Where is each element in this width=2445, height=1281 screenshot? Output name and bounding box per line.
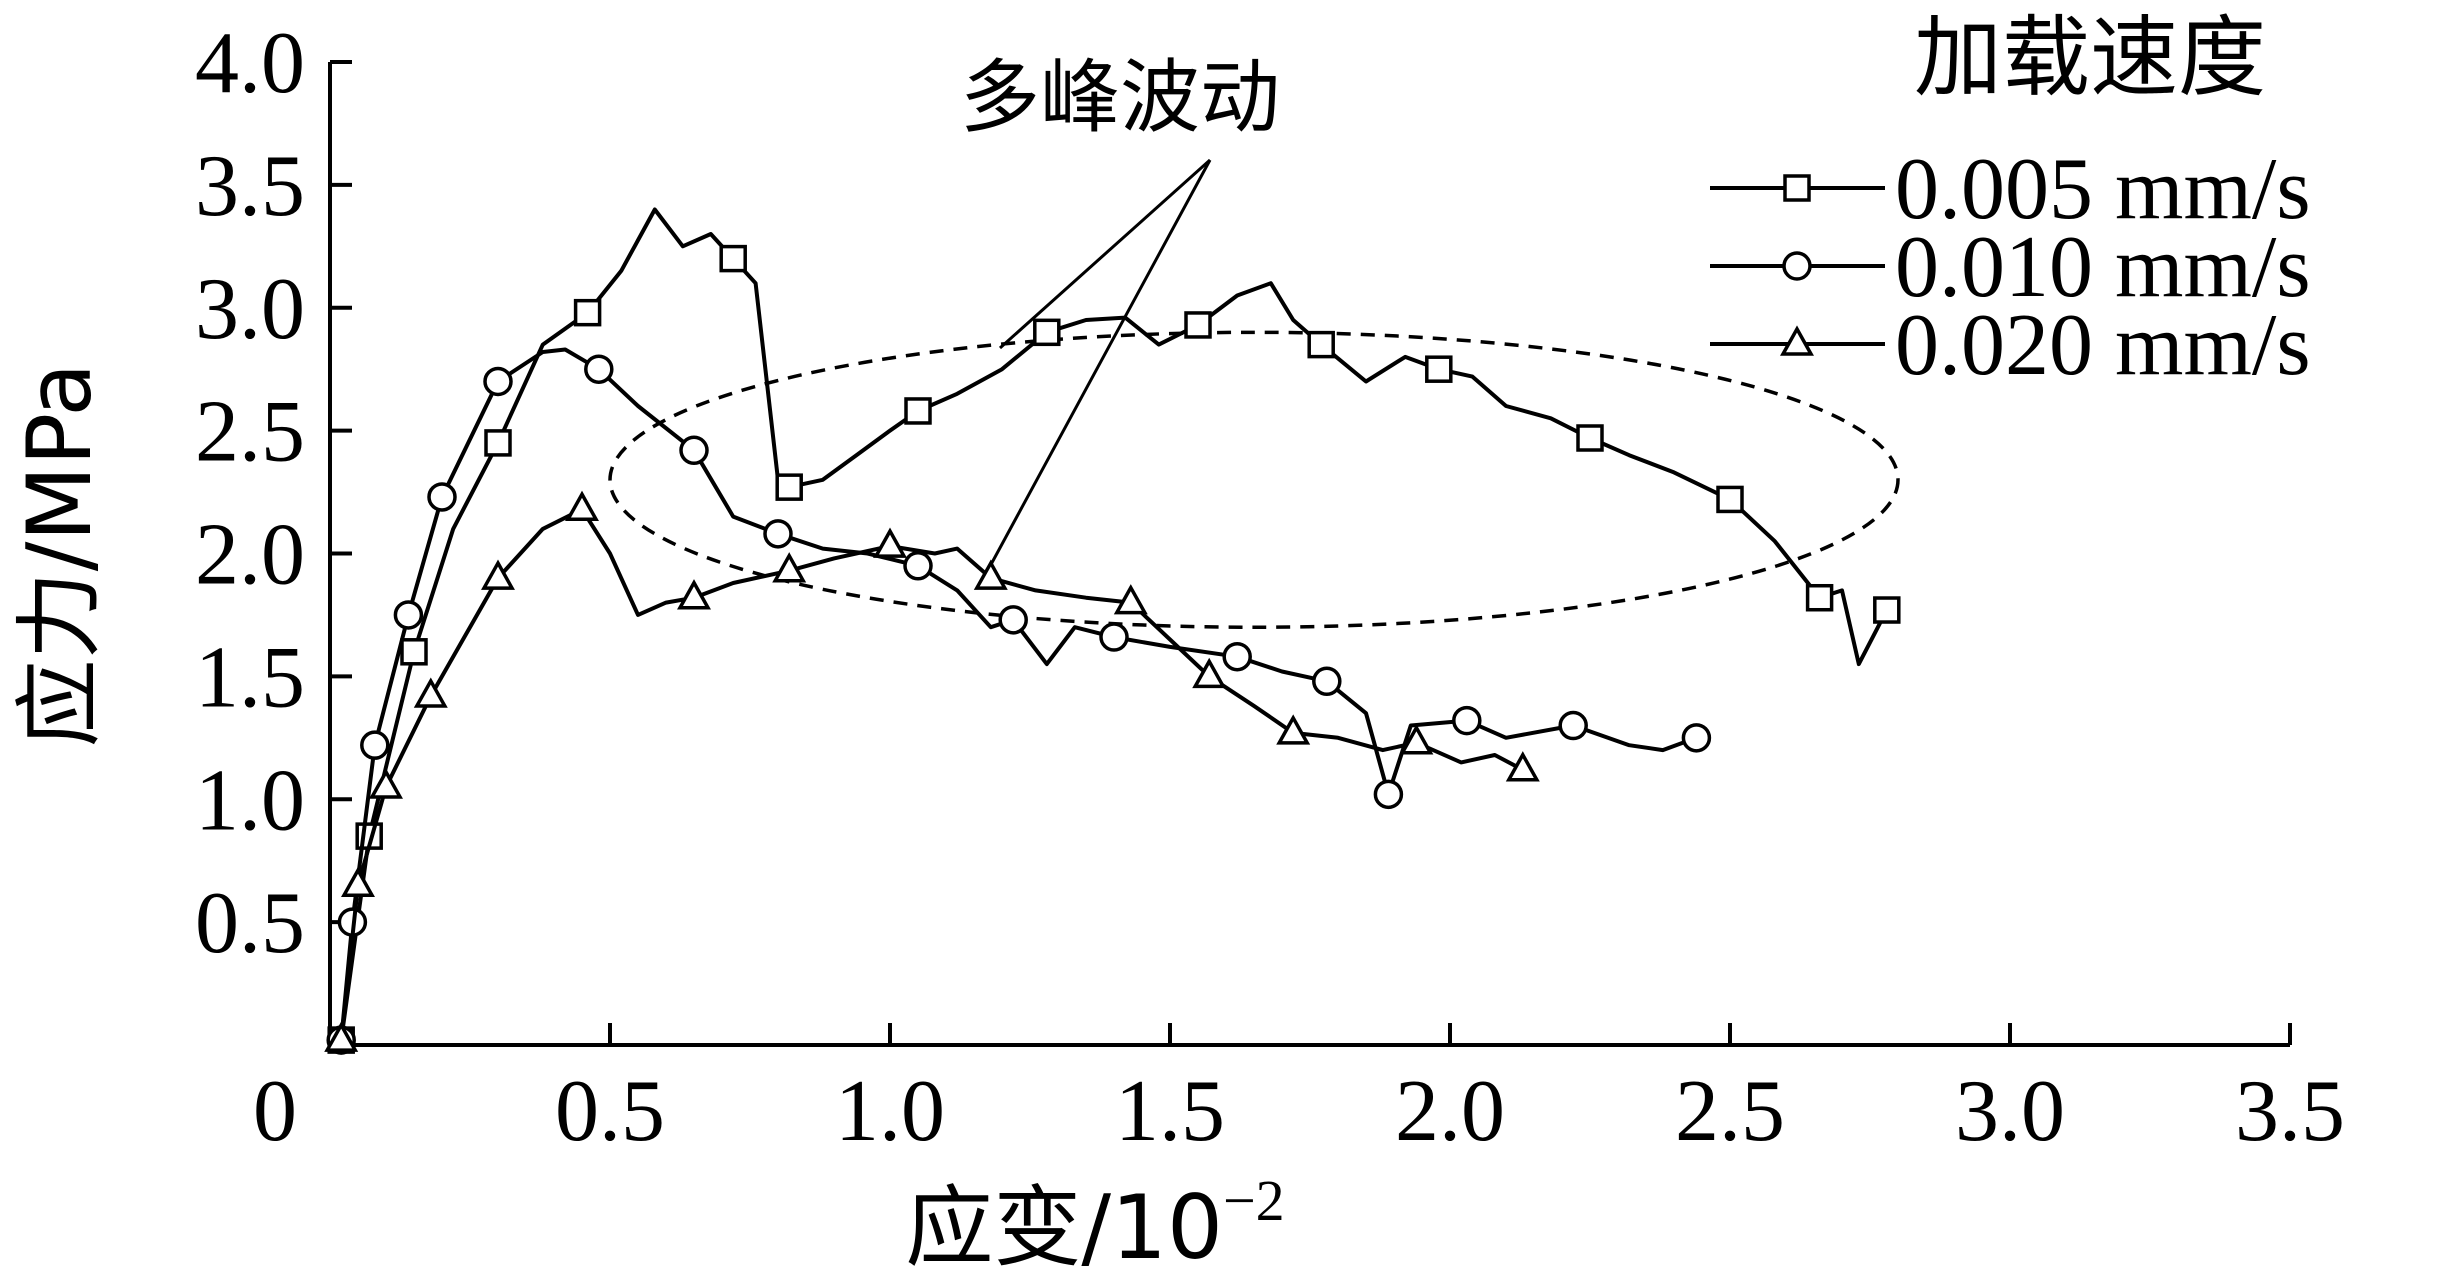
data-point-square <box>1873 596 1901 624</box>
legend-title: 加载速度 <box>1914 6 2266 109</box>
data-point-triangle <box>369 768 403 799</box>
annotation-leader-2 <box>986 159 1212 571</box>
annotation-label: 多峰波动 <box>960 51 1280 144</box>
series-line <box>339 207 1889 1041</box>
data-point-triangle <box>341 866 375 898</box>
x-axis-title: 应变/10−2 <box>905 1168 1284 1279</box>
data-point-square <box>1033 318 1061 347</box>
x-tick-label: 0 <box>253 1063 297 1160</box>
legend-marker-circle <box>1782 251 1812 281</box>
data-point-square <box>1576 424 1604 452</box>
series-line <box>339 507 1524 1041</box>
x-tick-label: 2.5 <box>1675 1063 1785 1160</box>
data-point-square <box>1307 330 1335 359</box>
data-point-circle <box>1099 622 1129 652</box>
x-axis-title-exponent: −2 <box>1223 1168 1285 1233</box>
legend-label: 0.010 mm/s <box>1895 219 2311 316</box>
data-point-circle <box>1373 779 1404 810</box>
data-point-circle <box>1452 705 1482 736</box>
x-tick-label: 3.5 <box>2235 1063 2345 1160</box>
data-point-square <box>1805 583 1834 612</box>
y-tick-label: 1.5 <box>195 629 305 726</box>
legend-item: 0.005 mm/s <box>1710 141 2311 238</box>
y-tick-label: 1.0 <box>195 752 305 849</box>
fluctuation-ellipse <box>608 330 1900 629</box>
y-tick-label: 3.0 <box>195 261 305 358</box>
x-tick-label: 3.0 <box>1955 1063 2065 1160</box>
y-tick-label: 2.5 <box>195 384 305 481</box>
data-point-square <box>719 244 747 273</box>
data-point-square <box>1425 355 1453 383</box>
data-point-triangle <box>565 490 599 522</box>
legend: 加载速度 0.005 mm/s0.010 mm/s0.020 mm/s <box>1710 6 2311 394</box>
data-point-square <box>904 397 932 425</box>
data-point-circle <box>1222 641 1252 672</box>
y-tick-label: 2.0 <box>195 507 305 604</box>
data-point-triangle <box>1505 751 1540 782</box>
data-point-square <box>1184 311 1212 339</box>
y-axis-title: 应力/MPa <box>8 363 111 748</box>
data-point-triangle <box>1113 584 1148 615</box>
x-tick-labels: 0 0.5 1.0 1.5 2.0 2.5 3.0 3.5 <box>253 1063 2345 1160</box>
series-layer <box>324 207 1901 1055</box>
data-point-square <box>484 429 512 457</box>
legend-marker-square <box>1783 174 1811 202</box>
data-point-circle <box>998 605 1028 635</box>
data-point-triangle <box>772 552 807 583</box>
data-point-triangle <box>1276 714 1311 745</box>
data-point-circle <box>1312 666 1342 697</box>
legend-label: 0.005 mm/s <box>1895 141 2311 238</box>
data-point-circle <box>360 730 390 760</box>
data-point-circle <box>483 366 513 397</box>
data-point-circle <box>584 354 614 384</box>
data-point-triangle <box>1399 724 1434 755</box>
data-point-triangle <box>677 579 711 610</box>
y-tick-labels: 0.5 1.0 1.5 2.0 2.5 3.0 3.5 4.0 <box>195 15 305 972</box>
data-point-circle <box>679 435 709 466</box>
y-ticks <box>330 60 352 925</box>
data-point-circle <box>393 600 424 630</box>
legend-label: 0.020 mm/s <box>1895 297 2311 394</box>
x-tick-label: 0.5 <box>555 1063 665 1160</box>
data-point-square <box>1716 485 1744 514</box>
series-line <box>339 347 1698 1041</box>
data-point-triangle <box>324 1021 359 1052</box>
series-triangle <box>324 490 1540 1052</box>
legend-item: 0.020 mm/s <box>1710 297 2311 394</box>
series-circle <box>326 347 1712 1055</box>
data-point-triangle <box>1192 657 1227 689</box>
data-point-circle <box>427 482 457 512</box>
x-tick-label: 1.0 <box>835 1063 945 1160</box>
data-point-triangle <box>973 559 1008 590</box>
y-tick-label: 3.5 <box>195 138 305 235</box>
y-tick-label: 4.0 <box>195 15 305 112</box>
data-point-triangle <box>413 677 448 708</box>
data-point-triangle <box>873 527 907 558</box>
x-tick-label: 2.0 <box>1395 1063 1505 1160</box>
x-tick-label: 1.5 <box>1115 1063 1225 1160</box>
legend-item: 0.010 mm/s <box>1710 219 2311 316</box>
data-point-square <box>400 638 428 666</box>
data-point-circle <box>1681 723 1712 753</box>
legend-items: 0.005 mm/s0.010 mm/s0.020 mm/s <box>1710 141 2311 394</box>
x-ticks <box>608 1023 2292 1045</box>
data-point-triangle <box>481 559 515 590</box>
data-point-square <box>775 473 803 501</box>
legend-marker-triangle <box>1780 325 1814 356</box>
data-point-circle <box>1558 710 1588 741</box>
data-point-square <box>573 298 602 327</box>
data-point-circle <box>903 551 933 581</box>
data-point-circle <box>763 519 793 549</box>
annotation-leader-1 <box>998 158 1212 350</box>
y-tick-label: 0.5 <box>195 875 305 972</box>
